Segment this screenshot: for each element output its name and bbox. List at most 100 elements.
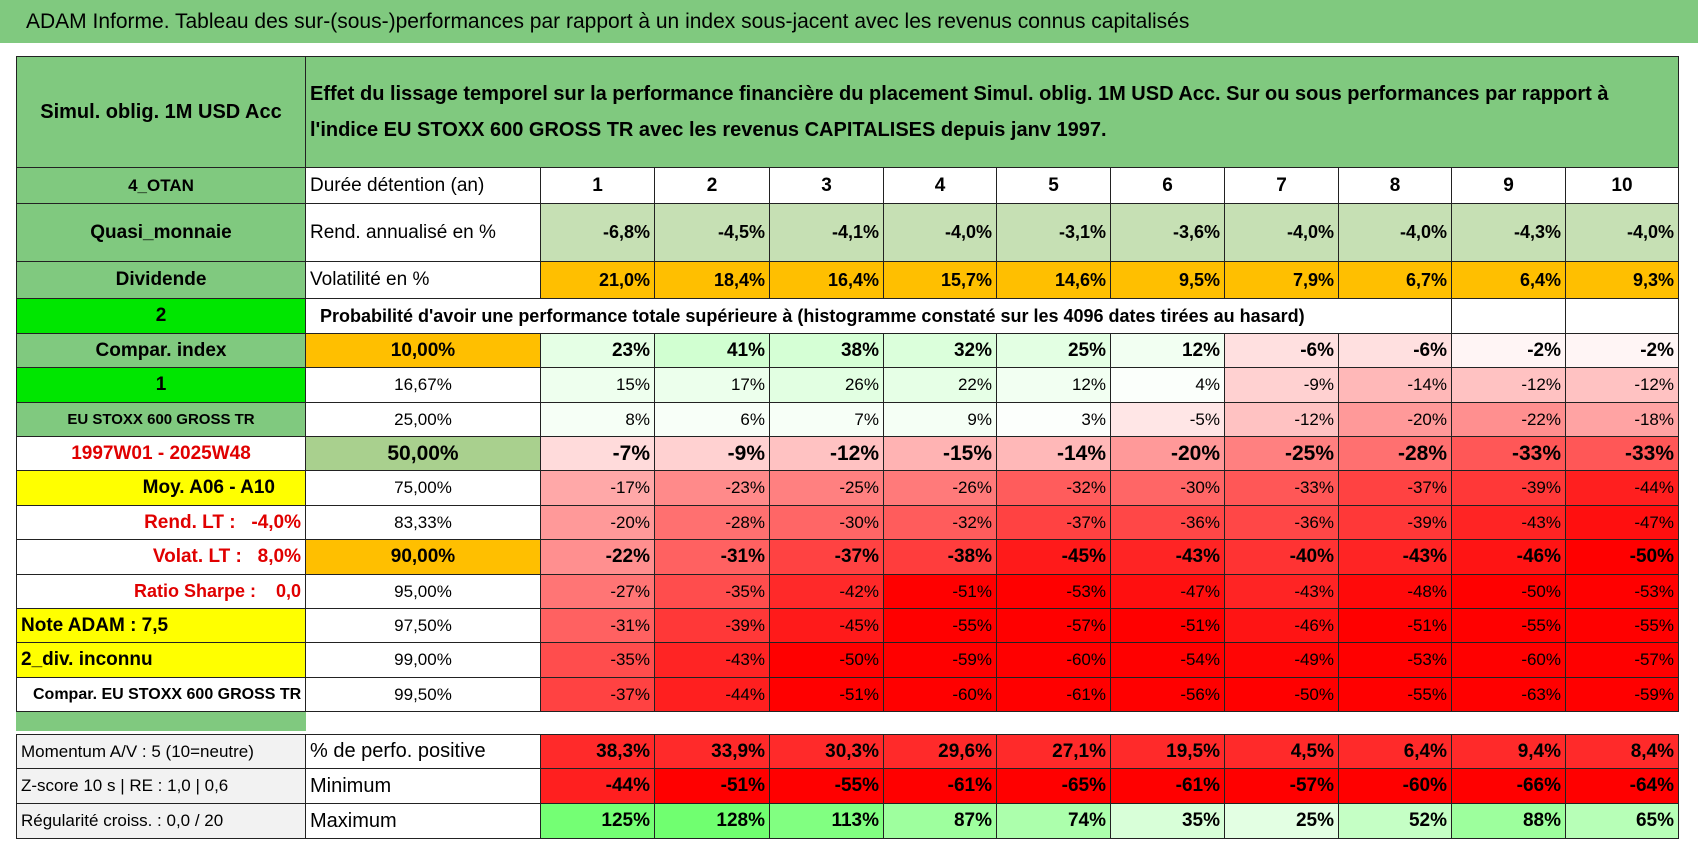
value-cell: -51% — [1339, 609, 1452, 643]
value-cell: -47% — [1566, 506, 1679, 540]
value-cell: -61% — [1111, 769, 1225, 804]
side-label: 2_div. inconnu — [16, 643, 306, 678]
value-cell: -20% — [541, 506, 655, 540]
value-cell: -12% — [1566, 368, 1679, 403]
value-cell: -48% — [1339, 575, 1452, 609]
value-cell: -59% — [884, 643, 997, 678]
value-cell: 21,0% — [541, 262, 655, 299]
value-cell: -55% — [1452, 609, 1566, 643]
corner-cell: Simul. oblig. 1M USD Acc — [16, 56, 306, 168]
threshold-cell: 16,67% — [306, 368, 541, 403]
value-cell: 6,7% — [1339, 262, 1452, 299]
side-label: 2 — [16, 299, 306, 334]
value-cell: -32% — [997, 471, 1111, 506]
value-cell: -46% — [1225, 609, 1339, 643]
value-cell: -2% — [1566, 334, 1679, 368]
side-label: Quasi_monnaie — [16, 204, 306, 262]
value-cell: 6,4% — [1339, 734, 1452, 769]
value-cell: -50% — [1225, 678, 1339, 712]
value-cell: 25% — [997, 334, 1111, 368]
row-label: % de perfo. positive — [306, 734, 541, 769]
value-cell: -47% — [1111, 575, 1225, 609]
value-cell: 9% — [884, 403, 997, 437]
value-cell: 18,4% — [655, 262, 770, 299]
value-cell: -22% — [1452, 403, 1566, 437]
row-label: Volatilité en % — [306, 262, 541, 299]
side-label: Ratio Sharpe : 0,0 — [16, 575, 306, 609]
value-cell: -28% — [1339, 437, 1452, 471]
threshold-cell: 99,00% — [306, 643, 541, 678]
value-cell: -61% — [997, 678, 1111, 712]
value-cell: 32% — [884, 334, 997, 368]
value-cell: 41% — [655, 334, 770, 368]
value-cell: -50% — [1566, 540, 1679, 575]
value-cell: -57% — [1225, 769, 1339, 804]
side-label: Compar. index — [16, 334, 306, 368]
value-cell: 113% — [770, 804, 884, 839]
value-cell: -57% — [997, 609, 1111, 643]
value-cell: -4,0% — [884, 204, 997, 262]
value-cell: -12% — [770, 437, 884, 471]
threshold-cell: 95,00% — [306, 575, 541, 609]
value-cell: -6% — [1339, 334, 1452, 368]
value-cell: -45% — [770, 609, 884, 643]
value-cell: 17% — [655, 368, 770, 403]
side-label: Compar. EU STOXX 600 GROSS TR — [16, 678, 306, 712]
value-cell: 26% — [770, 368, 884, 403]
value-cell: -31% — [655, 540, 770, 575]
value-cell: -38% — [884, 540, 997, 575]
value-cell: 6,4% — [1452, 262, 1566, 299]
value-cell: 3 — [770, 168, 884, 204]
value-cell: 8% — [541, 403, 655, 437]
side-label: 1 — [16, 368, 306, 403]
value-cell: -14% — [1339, 368, 1452, 403]
side-label: Note ADAM : 7,5 — [16, 609, 306, 643]
value-cell: 52% — [1339, 804, 1452, 839]
side-label: Régularité croiss. : 0,0 / 20 — [16, 804, 306, 839]
description-cell: Effet du lissage temporel sur la perform… — [306, 56, 1679, 168]
value-cell: -33% — [1225, 471, 1339, 506]
value-cell: -53% — [997, 575, 1111, 609]
value-cell: -14% — [997, 437, 1111, 471]
side-label: Dividende — [16, 262, 306, 299]
value-cell: 15% — [541, 368, 655, 403]
value-cell: -55% — [1339, 678, 1452, 712]
row-label: Rend. annualisé en % — [306, 204, 541, 262]
side-label: 4_OTAN — [16, 168, 306, 204]
threshold-cell: 50,00% — [306, 437, 541, 471]
threshold-cell: 83,33% — [306, 506, 541, 540]
value-cell: -51% — [884, 575, 997, 609]
side-label: Moy. A06 - A10 — [16, 471, 306, 506]
value-cell: -33% — [1566, 437, 1679, 471]
value-cell: -64% — [1566, 769, 1679, 804]
value-cell: -37% — [997, 506, 1111, 540]
value-cell: 128% — [655, 804, 770, 839]
threshold-cell: 25,00% — [306, 403, 541, 437]
value-cell: -18% — [1566, 403, 1679, 437]
threshold-cell: 97,50% — [306, 609, 541, 643]
value-cell: -63% — [1452, 678, 1566, 712]
value-cell: 38% — [770, 334, 884, 368]
value-cell: -4,5% — [655, 204, 770, 262]
value-cell: -32% — [884, 506, 997, 540]
value-cell: 74% — [997, 804, 1111, 839]
value-cell: -43% — [1452, 506, 1566, 540]
value-cell: -43% — [655, 643, 770, 678]
section-title: Probabilité d'avoir une performance tota… — [306, 299, 1452, 334]
side-label: Rend. LT : -4,0% — [16, 506, 306, 540]
value-cell: -4,3% — [1452, 204, 1566, 262]
value-cell: 23% — [541, 334, 655, 368]
value-cell: -4,0% — [1566, 204, 1679, 262]
value-cell: -55% — [770, 769, 884, 804]
side-label: 1997W01 - 2025W48 — [16, 437, 306, 471]
value-cell: -4,0% — [1339, 204, 1452, 262]
value-cell: 8 — [1339, 168, 1452, 204]
value-cell: 27,1% — [997, 734, 1111, 769]
value-cell: 16,4% — [770, 262, 884, 299]
value-cell: -3,6% — [1111, 204, 1225, 262]
value-cell: 65% — [1566, 804, 1679, 839]
value-cell: 12% — [997, 368, 1111, 403]
value-cell: -60% — [1452, 643, 1566, 678]
value-cell: -30% — [770, 506, 884, 540]
value-cell: -56% — [1111, 678, 1225, 712]
